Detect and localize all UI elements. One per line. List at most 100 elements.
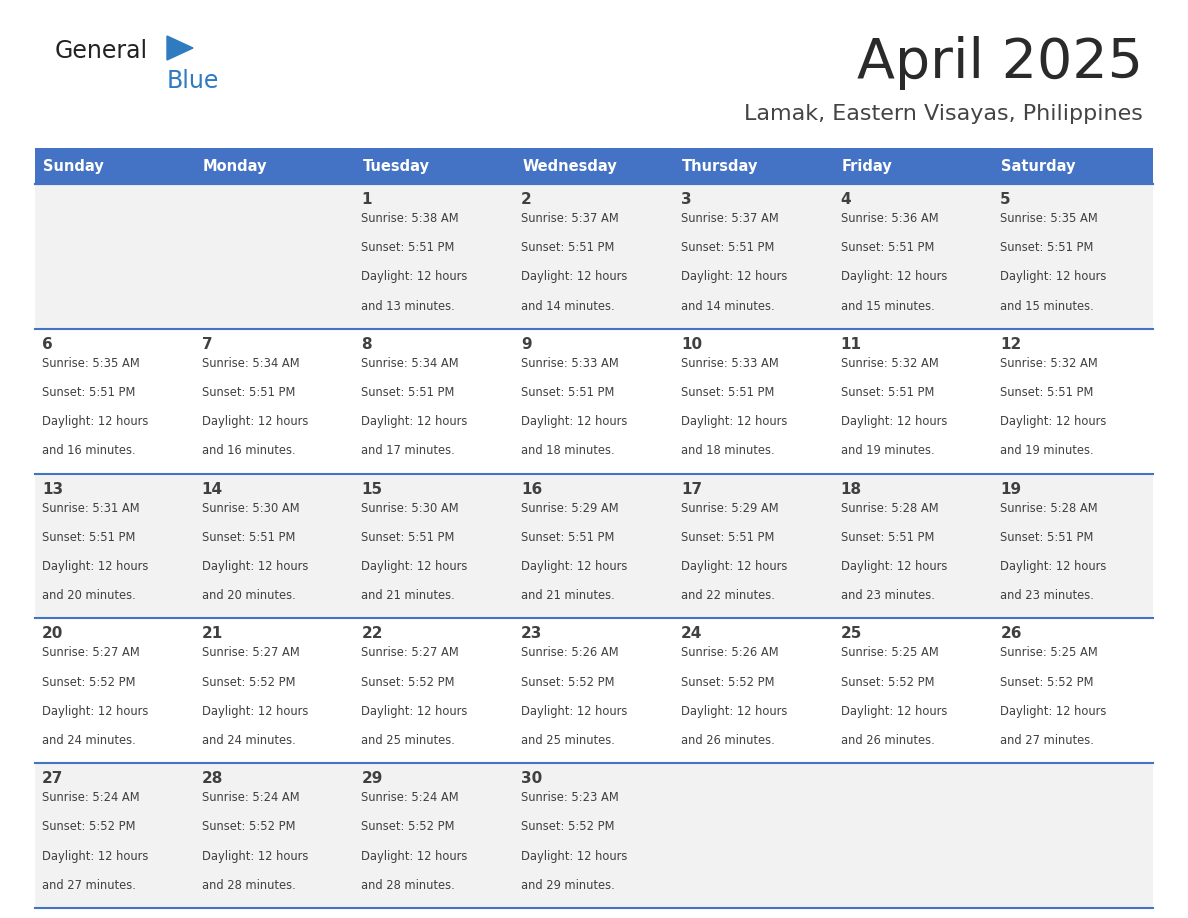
- Text: Daylight: 12 hours: Daylight: 12 hours: [841, 705, 947, 718]
- Text: 30: 30: [522, 771, 543, 786]
- Text: Daylight: 12 hours: Daylight: 12 hours: [202, 415, 308, 428]
- Text: Sunset: 5:51 PM: Sunset: 5:51 PM: [681, 241, 775, 254]
- Text: Daylight: 12 hours: Daylight: 12 hours: [522, 849, 627, 863]
- FancyBboxPatch shape: [195, 148, 354, 184]
- Text: Daylight: 12 hours: Daylight: 12 hours: [1000, 560, 1107, 573]
- Text: Sunrise: 5:27 AM: Sunrise: 5:27 AM: [42, 646, 140, 659]
- Text: Sunrise: 5:33 AM: Sunrise: 5:33 AM: [522, 357, 619, 370]
- Text: Sunset: 5:51 PM: Sunset: 5:51 PM: [361, 386, 455, 399]
- Text: Lamak, Eastern Visayas, Philippines: Lamak, Eastern Visayas, Philippines: [744, 104, 1143, 124]
- Text: April 2025: April 2025: [857, 36, 1143, 90]
- Text: Monday: Monday: [203, 159, 267, 174]
- Text: Daylight: 12 hours: Daylight: 12 hours: [202, 560, 308, 573]
- Text: 23: 23: [522, 626, 543, 642]
- Text: and 29 minutes.: and 29 minutes.: [522, 879, 615, 891]
- Text: Sunrise: 5:37 AM: Sunrise: 5:37 AM: [681, 212, 778, 225]
- Text: Sunset: 5:52 PM: Sunset: 5:52 PM: [1000, 676, 1094, 688]
- Text: Daylight: 12 hours: Daylight: 12 hours: [42, 560, 148, 573]
- Text: Sunset: 5:51 PM: Sunset: 5:51 PM: [841, 241, 934, 254]
- Text: Sunday: Sunday: [43, 159, 103, 174]
- Text: Sunset: 5:52 PM: Sunset: 5:52 PM: [361, 676, 455, 688]
- Text: Daylight: 12 hours: Daylight: 12 hours: [522, 271, 627, 284]
- Text: 5: 5: [1000, 192, 1011, 207]
- Text: Sunset: 5:51 PM: Sunset: 5:51 PM: [841, 386, 934, 399]
- Text: Wednesday: Wednesday: [523, 159, 617, 174]
- Text: Daylight: 12 hours: Daylight: 12 hours: [681, 705, 788, 718]
- Text: Saturday: Saturday: [1001, 159, 1076, 174]
- Text: and 18 minutes.: and 18 minutes.: [522, 444, 614, 457]
- Text: Daylight: 12 hours: Daylight: 12 hours: [361, 705, 468, 718]
- Text: Sunrise: 5:27 AM: Sunrise: 5:27 AM: [361, 646, 460, 659]
- Text: Daylight: 12 hours: Daylight: 12 hours: [681, 560, 788, 573]
- Text: Sunrise: 5:37 AM: Sunrise: 5:37 AM: [522, 212, 619, 225]
- Text: 29: 29: [361, 771, 383, 786]
- Text: and 19 minutes.: and 19 minutes.: [1000, 444, 1094, 457]
- Text: Sunrise: 5:35 AM: Sunrise: 5:35 AM: [1000, 212, 1098, 225]
- FancyBboxPatch shape: [34, 474, 1154, 619]
- FancyBboxPatch shape: [834, 148, 993, 184]
- Text: Daylight: 12 hours: Daylight: 12 hours: [42, 415, 148, 428]
- Text: Sunrise: 5:27 AM: Sunrise: 5:27 AM: [202, 646, 299, 659]
- Text: Sunrise: 5:34 AM: Sunrise: 5:34 AM: [361, 357, 459, 370]
- Text: Sunrise: 5:24 AM: Sunrise: 5:24 AM: [202, 791, 299, 804]
- Text: and 25 minutes.: and 25 minutes.: [361, 734, 455, 747]
- Text: Sunrise: 5:32 AM: Sunrise: 5:32 AM: [1000, 357, 1098, 370]
- Text: and 20 minutes.: and 20 minutes.: [202, 589, 296, 602]
- Text: Sunset: 5:52 PM: Sunset: 5:52 PM: [42, 676, 135, 688]
- Text: Sunrise: 5:33 AM: Sunrise: 5:33 AM: [681, 357, 778, 370]
- Text: 17: 17: [681, 482, 702, 497]
- Text: Sunset: 5:51 PM: Sunset: 5:51 PM: [522, 241, 614, 254]
- Text: and 26 minutes.: and 26 minutes.: [841, 734, 934, 747]
- Text: and 20 minutes.: and 20 minutes.: [42, 589, 135, 602]
- FancyBboxPatch shape: [674, 148, 834, 184]
- FancyBboxPatch shape: [354, 148, 514, 184]
- Text: Sunset: 5:51 PM: Sunset: 5:51 PM: [1000, 531, 1094, 543]
- Text: 18: 18: [841, 482, 861, 497]
- Text: Sunset: 5:52 PM: Sunset: 5:52 PM: [681, 676, 775, 688]
- Text: and 15 minutes.: and 15 minutes.: [841, 299, 934, 313]
- Text: and 25 minutes.: and 25 minutes.: [522, 734, 615, 747]
- Text: and 14 minutes.: and 14 minutes.: [522, 299, 614, 313]
- Text: 27: 27: [42, 771, 63, 786]
- Text: Sunset: 5:51 PM: Sunset: 5:51 PM: [202, 386, 295, 399]
- Text: Sunset: 5:52 PM: Sunset: 5:52 PM: [841, 676, 934, 688]
- Text: and 13 minutes.: and 13 minutes.: [361, 299, 455, 313]
- Text: Sunset: 5:52 PM: Sunset: 5:52 PM: [42, 821, 135, 834]
- Text: Sunset: 5:51 PM: Sunset: 5:51 PM: [202, 531, 295, 543]
- Text: 11: 11: [841, 337, 861, 352]
- Text: and 21 minutes.: and 21 minutes.: [522, 589, 615, 602]
- Text: Sunset: 5:52 PM: Sunset: 5:52 PM: [202, 821, 295, 834]
- Text: and 24 minutes.: and 24 minutes.: [202, 734, 296, 747]
- Text: Daylight: 12 hours: Daylight: 12 hours: [522, 705, 627, 718]
- Text: Daylight: 12 hours: Daylight: 12 hours: [841, 271, 947, 284]
- Text: 2: 2: [522, 192, 532, 207]
- Text: and 21 minutes.: and 21 minutes.: [361, 589, 455, 602]
- Text: General: General: [55, 39, 148, 63]
- Text: 13: 13: [42, 482, 63, 497]
- Text: Sunset: 5:52 PM: Sunset: 5:52 PM: [522, 821, 614, 834]
- Text: Daylight: 12 hours: Daylight: 12 hours: [42, 849, 148, 863]
- Text: Sunrise: 5:29 AM: Sunrise: 5:29 AM: [681, 501, 778, 515]
- Text: Sunrise: 5:35 AM: Sunrise: 5:35 AM: [42, 357, 140, 370]
- Text: Daylight: 12 hours: Daylight: 12 hours: [361, 271, 468, 284]
- Text: and 14 minutes.: and 14 minutes.: [681, 299, 775, 313]
- Text: Daylight: 12 hours: Daylight: 12 hours: [1000, 271, 1107, 284]
- Text: 9: 9: [522, 337, 532, 352]
- Text: Sunrise: 5:28 AM: Sunrise: 5:28 AM: [841, 501, 939, 515]
- FancyBboxPatch shape: [993, 148, 1154, 184]
- Text: Sunrise: 5:38 AM: Sunrise: 5:38 AM: [361, 212, 459, 225]
- FancyBboxPatch shape: [34, 329, 1154, 474]
- FancyBboxPatch shape: [34, 184, 1154, 329]
- Text: Friday: Friday: [841, 159, 892, 174]
- Text: 10: 10: [681, 337, 702, 352]
- Text: 24: 24: [681, 626, 702, 642]
- Text: Daylight: 12 hours: Daylight: 12 hours: [841, 415, 947, 428]
- Text: Blue: Blue: [168, 69, 220, 93]
- Text: Sunrise: 5:34 AM: Sunrise: 5:34 AM: [202, 357, 299, 370]
- Text: Sunset: 5:51 PM: Sunset: 5:51 PM: [361, 531, 455, 543]
- Text: and 22 minutes.: and 22 minutes.: [681, 589, 775, 602]
- Text: Sunrise: 5:26 AM: Sunrise: 5:26 AM: [681, 646, 778, 659]
- Text: Sunset: 5:52 PM: Sunset: 5:52 PM: [202, 676, 295, 688]
- Text: 21: 21: [202, 626, 223, 642]
- Text: Sunrise: 5:26 AM: Sunrise: 5:26 AM: [522, 646, 619, 659]
